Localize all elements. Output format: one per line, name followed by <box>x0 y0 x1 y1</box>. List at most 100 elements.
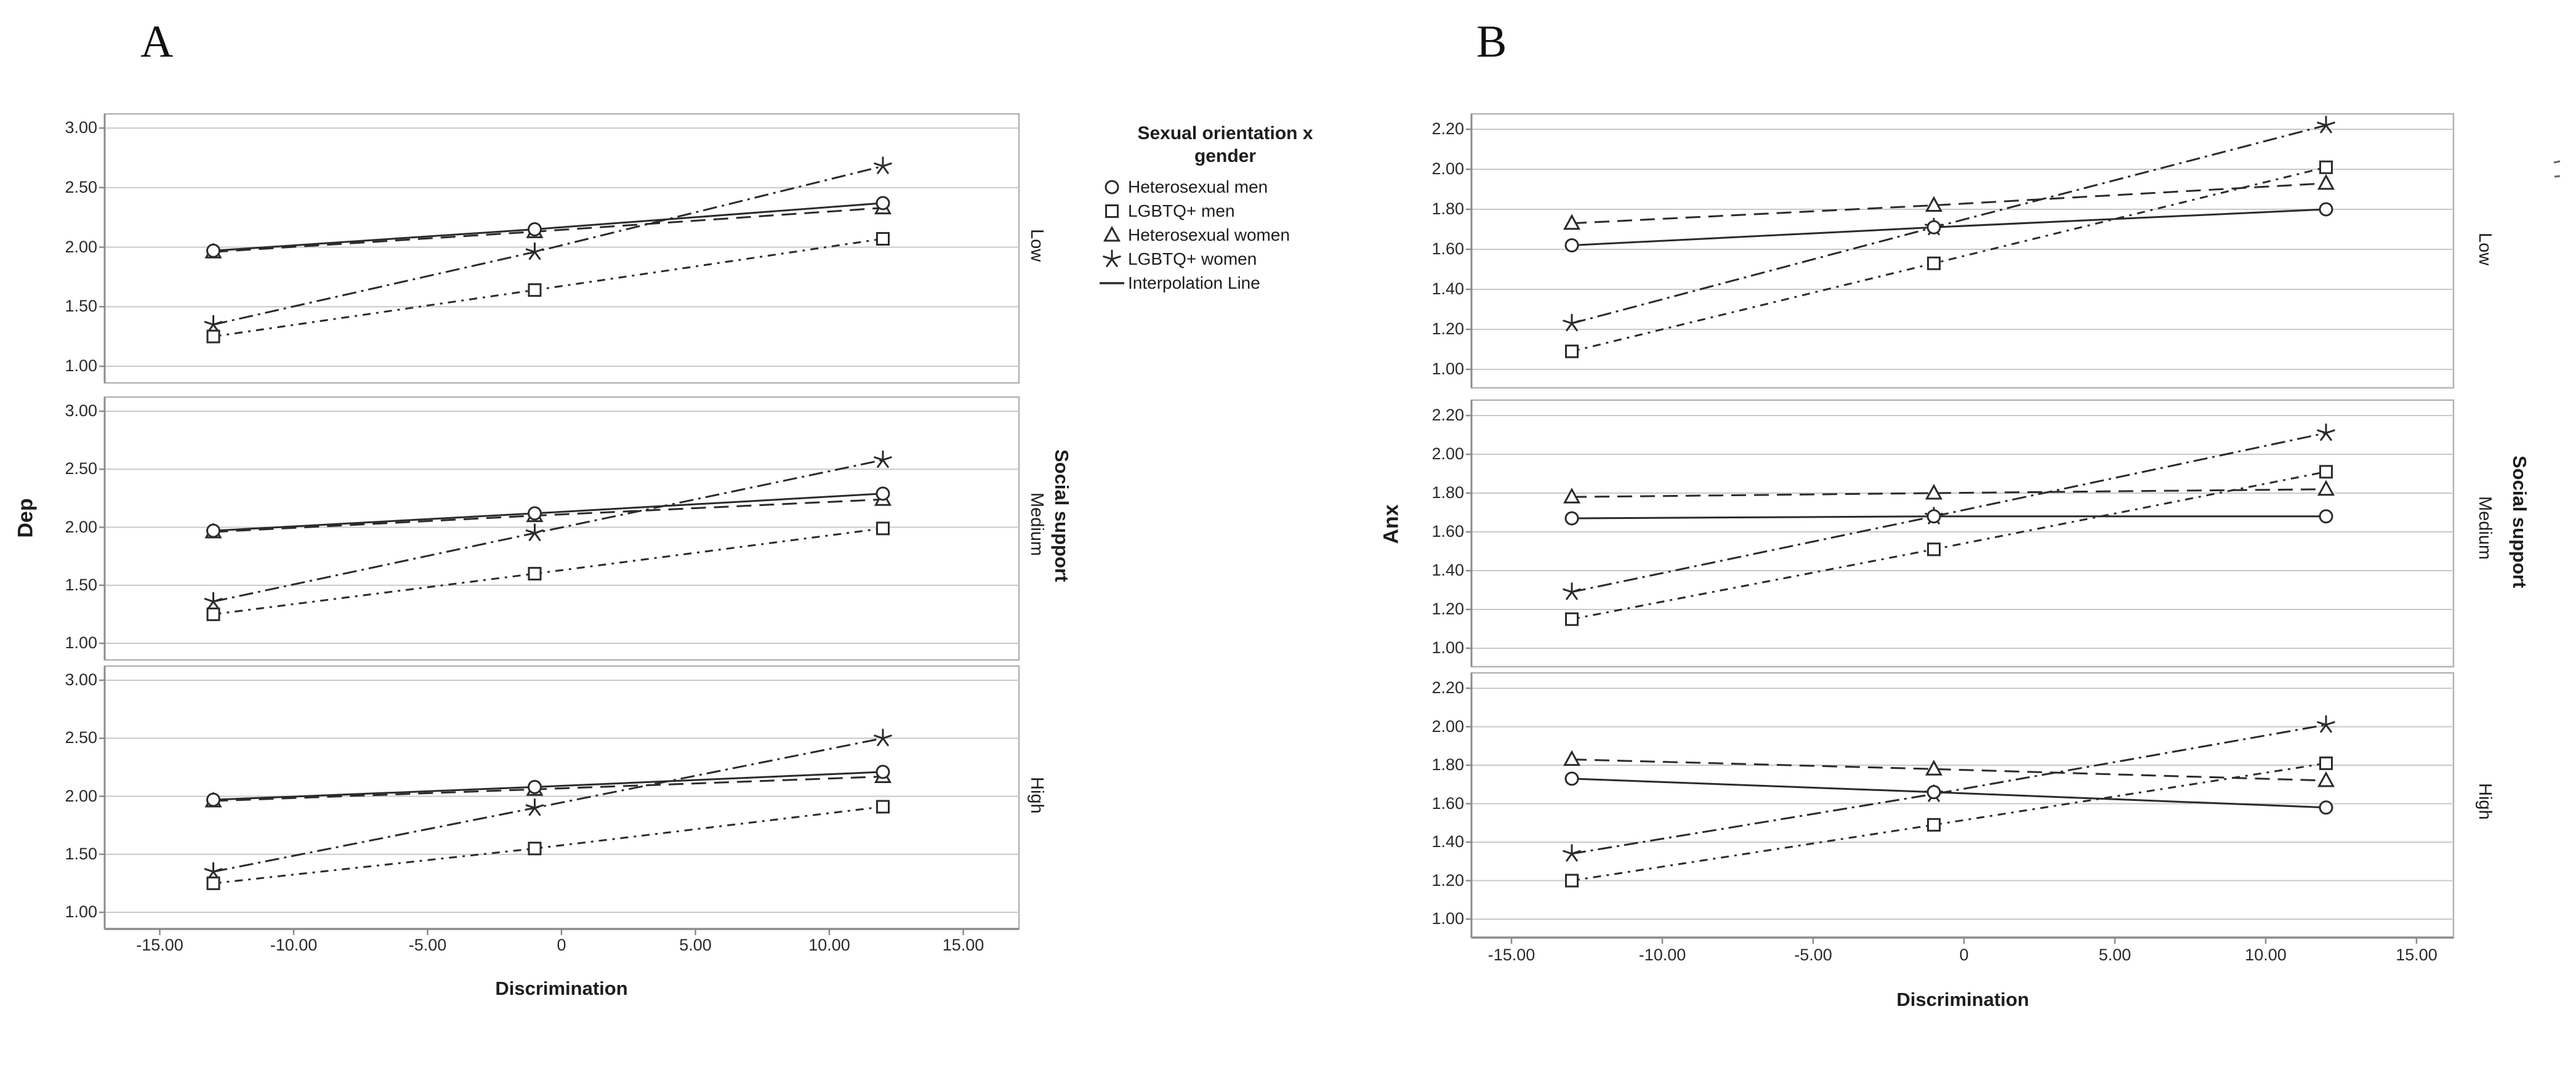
series-line-heterosexual-women <box>213 775 883 802</box>
y-tick-label: 1.40 <box>1431 561 1464 579</box>
series-line-heterosexual-men <box>213 202 883 252</box>
y-tick-label: 1.60 <box>1431 522 1464 541</box>
circle-marker-icon <box>2319 800 2333 815</box>
y-tick-label: 1.80 <box>1431 483 1464 502</box>
y-tick-label: 1.80 <box>1431 199 1464 218</box>
series-line-lgbtq-women <box>1571 124 2327 324</box>
series-line-lgbtq-men <box>1571 166 2327 353</box>
panel-a-facet-label-medium: Medium <box>1027 492 1047 557</box>
y-tick-label: 1.00 <box>1431 638 1464 657</box>
square-marker-icon <box>1927 256 1941 270</box>
square-marker-icon <box>1927 542 1941 557</box>
star-marker-icon <box>1563 582 1581 600</box>
x-tick-label: 5.00 <box>679 936 712 954</box>
square-marker-icon <box>1565 344 1579 358</box>
star-marker-icon <box>204 592 223 609</box>
legend-item-label: LGBTQ+ women <box>1128 249 1257 268</box>
y-tick-label: 3.00 <box>65 401 97 420</box>
series-line-lgbtq-men <box>213 527 883 616</box>
series-line-heterosexual-men <box>213 771 883 801</box>
square-marker-icon <box>1927 818 1941 832</box>
legend-item-heterosexual-women: Heterosexual women <box>1096 223 1385 247</box>
circle-marker-icon <box>1564 771 1579 786</box>
circle-marker-icon <box>206 523 220 538</box>
series-line-heterosexual-men <box>213 492 883 532</box>
star-marker-icon <box>1096 247 1128 271</box>
series-line-heterosexual-women <box>1571 758 2327 782</box>
legend-item-label: Heterosexual men <box>1128 177 1268 196</box>
line-marker-icon <box>1096 271 1128 295</box>
x-tick-label: 10.00 <box>808 936 850 954</box>
y-tick-label: 2.20 <box>1431 678 1464 697</box>
triangle-marker-icon <box>1563 214 1581 230</box>
series-line-lgbtq-women <box>1571 432 2327 593</box>
circle-marker-icon <box>1926 785 1941 800</box>
panel-b-title: B <box>1476 17 1507 67</box>
triangle-marker-icon <box>1563 488 1581 504</box>
y-tick-label: 2.00 <box>1431 717 1464 736</box>
square-marker-icon <box>876 231 890 246</box>
square-marker-icon <box>2319 756 2333 770</box>
star-marker-icon <box>874 450 892 468</box>
x-tick-label: 15.00 <box>942 936 984 954</box>
panel-a-facet-label-high: High <box>1027 777 1047 814</box>
subplot-frame <box>103 665 1020 930</box>
x-tick-label: -10.00 <box>270 936 318 954</box>
star-marker-icon <box>1563 313 1581 332</box>
y-tick-label: 2.00 <box>1431 444 1464 463</box>
y-tick-label: 2.00 <box>65 786 97 805</box>
circle-marker-icon <box>1105 180 1119 194</box>
panel-b-facet-label-medium: Medium <box>2475 496 2495 560</box>
x-tick-label: 0 <box>1959 946 1969 964</box>
stray-mark <box>2554 175 2561 178</box>
star-marker-icon <box>525 798 544 816</box>
y-tick-label: 1.40 <box>1431 832 1464 851</box>
panel-b-facet-label-high: High <box>2475 783 2495 820</box>
circle-marker-icon <box>1564 238 1579 252</box>
y-tick-label: 1.50 <box>65 844 97 863</box>
x-tick-label: 15.00 <box>2396 946 2437 964</box>
series-line-lgbtq-women <box>1571 723 2327 855</box>
circle-marker-icon <box>875 765 890 779</box>
y-tick-label: 2.20 <box>1431 119 1464 138</box>
circle-marker-icon <box>1926 220 1941 235</box>
y-tick-label: 1.00 <box>65 633 97 652</box>
y-tick-label: 1.00 <box>1431 909 1464 928</box>
y-tick-label: 1.00 <box>65 356 97 375</box>
y-tick-label: 1.50 <box>65 575 97 594</box>
x-tick-label: 10.00 <box>2245 946 2287 964</box>
circle-marker-icon <box>2319 202 2333 217</box>
circle-marker-icon <box>1926 509 1941 524</box>
x-tick-label: -15.00 <box>136 936 183 954</box>
star-marker-icon <box>525 523 544 541</box>
circle-marker-icon <box>875 196 890 211</box>
y-tick-label: 2.20 <box>1431 406 1464 424</box>
panel-a-facet-label-low: Low <box>1027 229 1047 262</box>
circle-marker-icon <box>528 222 542 236</box>
circle-marker-icon <box>2319 509 2333 524</box>
square-marker-icon <box>528 566 542 581</box>
y-tick-label: 2.00 <box>1431 159 1464 178</box>
legend-title-line2: gender <box>1194 146 1257 166</box>
square-marker-icon <box>1565 612 1579 626</box>
circle-marker-icon <box>528 506 542 521</box>
subplot-frame <box>1470 399 2455 668</box>
y-tick-label: 1.00 <box>1431 360 1464 378</box>
y-tick-label: 1.50 <box>65 297 97 316</box>
y-tick-label: 2.50 <box>65 459 97 478</box>
panel-a-x-axis-label: Discrimination <box>495 978 628 999</box>
legend-items: Heterosexual men LGBTQ+ men Heterosexual w… <box>1096 175 1385 295</box>
subplot-frame <box>1470 672 2455 939</box>
circle-marker-icon <box>206 243 220 258</box>
legend-item-label: Heterosexual women <box>1128 225 1290 244</box>
panel-a-title: A <box>140 17 174 67</box>
x-tick-label: -10.00 <box>1638 946 1686 964</box>
series-line-lgbtq-men <box>1571 762 2327 882</box>
star-marker-icon <box>874 728 892 747</box>
star-marker-icon <box>204 862 223 880</box>
star-marker-icon <box>2317 423 2335 441</box>
triangle-marker-icon <box>1925 483 1943 500</box>
triangle-marker-icon <box>2317 771 2335 787</box>
square-marker-icon <box>528 283 542 297</box>
